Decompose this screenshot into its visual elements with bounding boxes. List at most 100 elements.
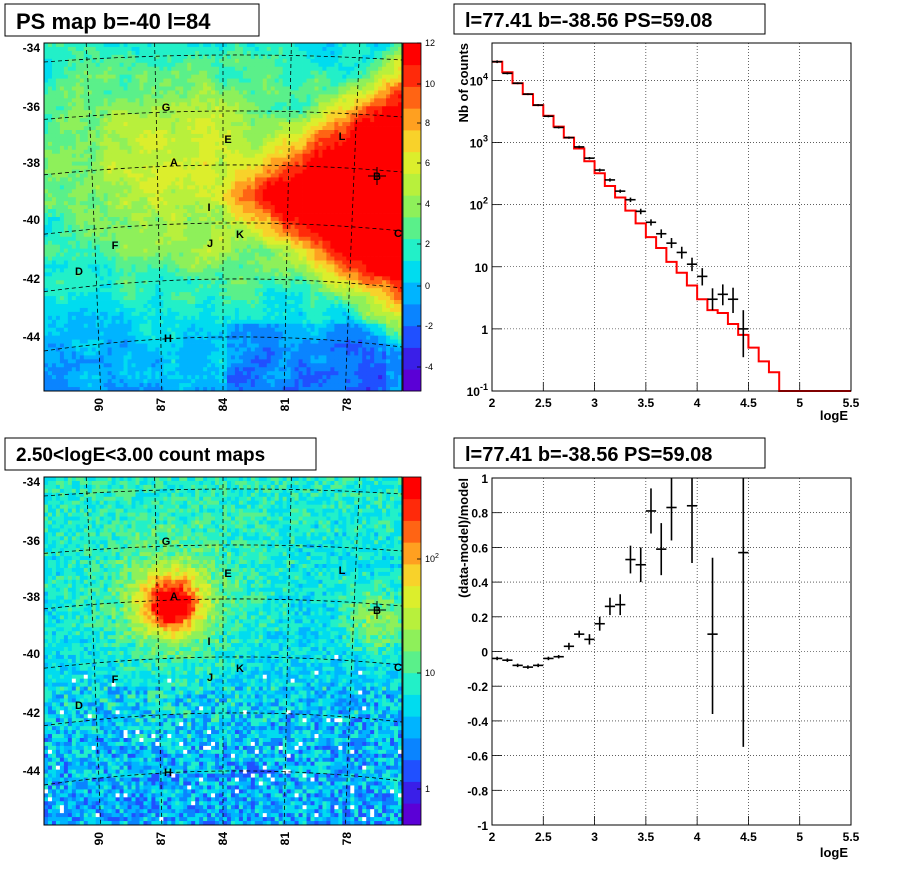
residual-data-point bbox=[584, 634, 595, 645]
source-label-g: G bbox=[162, 536, 171, 548]
map-x-tick-label: 90 bbox=[92, 398, 106, 412]
residual-x-tick-label: 2 bbox=[489, 830, 496, 844]
ps-colorbar-tick: 8 bbox=[425, 118, 430, 128]
map-y-tick-label: -38 bbox=[23, 156, 41, 170]
residual-y-tick-label: -0.8 bbox=[467, 784, 488, 798]
ps-colorbar-tick: 12 bbox=[425, 38, 435, 48]
residual-y-tick-label: 0.4 bbox=[471, 576, 488, 590]
ps-map-colorbar bbox=[402, 42, 422, 392]
spectrum-data-point bbox=[594, 168, 605, 172]
ps-map-colorbar-ticks: 12 10 8 6 4 2 0 -2 -4 bbox=[417, 38, 435, 372]
map-y-tick-label: -36 bbox=[23, 100, 41, 114]
spectrum-data-point bbox=[502, 72, 513, 75]
spectrum-data-point bbox=[727, 287, 739, 314]
spectrum-data-point bbox=[676, 246, 687, 259]
spectrum-y-tick-label: 102 bbox=[470, 196, 488, 213]
residual-y-tick-label: 0.2 bbox=[471, 611, 488, 625]
source-label-c: C bbox=[394, 228, 402, 240]
map-x-tick-label: 84 bbox=[216, 398, 230, 412]
residual-data-point bbox=[543, 656, 554, 661]
residual-x-axis-label: logE bbox=[820, 845, 848, 860]
residual-panel: l=77.41 b=-38.56 PS=59.08 2 2.5 3 3.5 4 4.5 5 5… bbox=[453, 437, 860, 860]
residual-y-tick-label: 0.6 bbox=[471, 541, 488, 555]
ps-colorbar-tick: 2 bbox=[425, 239, 430, 249]
ps-map-title: PS map b=-40 l=84 bbox=[16, 9, 211, 34]
spectrum-y-tick-label: 1 bbox=[481, 323, 488, 337]
source-label-a: A bbox=[170, 591, 178, 603]
spectrum-y-tick-label: 103 bbox=[470, 134, 488, 151]
source-label-k: K bbox=[236, 229, 244, 241]
source-label-g: G bbox=[162, 102, 171, 114]
residual-data-series bbox=[492, 478, 749, 747]
spectrum-data-point bbox=[543, 115, 554, 118]
count-map-panel: 2.50<logE<3.00 count maps 90 87 84 81 78 -34… bbox=[4, 437, 439, 846]
ps-map-panel: PS map b=-40 l=84 90 87 84 81 78 -34-36-38-4… bbox=[4, 3, 435, 412]
map-y-tick-label: -44 bbox=[23, 330, 41, 344]
map-x-tick-label: 78 bbox=[340, 398, 354, 412]
residual-data-point bbox=[615, 594, 626, 616]
spectrum-data-point bbox=[615, 189, 626, 193]
count-map-heatmap bbox=[44, 477, 402, 825]
count-map-y-ticks: -34 -36 -38 -40 -42 -44 bbox=[23, 475, 41, 778]
source-label-d: D bbox=[75, 266, 83, 278]
map-x-tick-label: 90 bbox=[92, 832, 106, 846]
residual-data-point bbox=[533, 663, 544, 668]
spectrum-data-point bbox=[635, 208, 646, 215]
source-label-e: E bbox=[224, 568, 231, 580]
source-label-j: J bbox=[207, 238, 213, 250]
residual-x-tick-label: 4 bbox=[694, 830, 701, 844]
source-label-f: F bbox=[112, 674, 119, 686]
source-label-c: C bbox=[394, 662, 402, 674]
source-label-l: L bbox=[339, 131, 346, 143]
residual-y-tick-label: 0.8 bbox=[471, 507, 488, 521]
spectrum-data-point bbox=[645, 219, 657, 226]
spectrum-data-point bbox=[697, 268, 708, 286]
spectrum-data-series bbox=[492, 60, 749, 358]
count-colorbar-tick: 102 bbox=[425, 553, 439, 564]
map-x-tick-label: 87 bbox=[154, 398, 168, 412]
map-x-tick-label: 84 bbox=[216, 832, 230, 846]
residual-x-ticks: 2 2.5 3 3.5 4 4.5 5 5.5 bbox=[489, 830, 860, 844]
spectrum-x-tick-label: 4 bbox=[694, 396, 701, 410]
spectrum-data-point bbox=[707, 288, 718, 311]
count-map-colorbar bbox=[402, 476, 422, 826]
spectrum-x-tick-label: 3 bbox=[591, 396, 598, 410]
residual-y-axis-label: (data-model)/model bbox=[456, 478, 471, 598]
residual-x-tick-label: 5 bbox=[796, 830, 803, 844]
ps-map-source-labels: GELABIFJKCDH bbox=[75, 102, 402, 345]
residual-y-ticks: 1 0.8 0.6 0.4 0.2 0 -0.2 -0.4 -0.6 -0.8 -1 bbox=[467, 472, 488, 833]
spectrum-x-tick-label: 2 bbox=[489, 396, 496, 410]
residual-x-tick-label: 3 bbox=[591, 830, 598, 844]
map-y-tick-label: -42 bbox=[23, 706, 41, 720]
ps-colorbar-tick: 6 bbox=[425, 158, 430, 168]
ps-map-coordinate-grid bbox=[43, 42, 403, 392]
count-map-x-ticks: 90 87 84 81 78 bbox=[92, 832, 354, 846]
residual-data-point bbox=[707, 557, 718, 714]
residual-data-point bbox=[563, 642, 575, 650]
ps-colorbar-tick: 0 bbox=[425, 281, 430, 291]
ps-colorbar-tick: 4 bbox=[425, 199, 430, 209]
residual-y-tick-label: -0.6 bbox=[467, 750, 488, 764]
spectrum-data-point bbox=[563, 136, 575, 139]
residual-y-tick-label: -1 bbox=[477, 819, 488, 833]
count-map-title: 2.50<logE<3.00 count maps bbox=[16, 445, 265, 466]
spectrum-data-point bbox=[512, 82, 523, 85]
count-map-frame bbox=[43, 476, 403, 826]
map-y-tick-label: -36 bbox=[23, 534, 41, 548]
spectrum-x-axis-label: logE bbox=[820, 408, 848, 423]
source-label-a: A bbox=[170, 157, 178, 169]
spectrum-data-point bbox=[553, 126, 564, 129]
residual-x-tick-label: 3.5 bbox=[638, 830, 655, 844]
source-label-h: H bbox=[164, 333, 172, 345]
map-y-tick-label: -38 bbox=[23, 590, 41, 604]
spectrum-x-tick-label: 3.5 bbox=[638, 396, 655, 410]
source-label-j: J bbox=[207, 672, 213, 684]
spectrum-data-point bbox=[686, 257, 698, 272]
map-x-tick-label: 81 bbox=[278, 832, 292, 846]
spectrum-x-ticks: 2 2.5 3 3.5 4 4.5 5 5.5 bbox=[489, 396, 860, 410]
spectrum-data-point bbox=[584, 156, 595, 160]
map-y-tick-label: -34 bbox=[23, 41, 41, 55]
residual-data-point bbox=[604, 597, 616, 616]
residual-data-point bbox=[574, 630, 585, 638]
